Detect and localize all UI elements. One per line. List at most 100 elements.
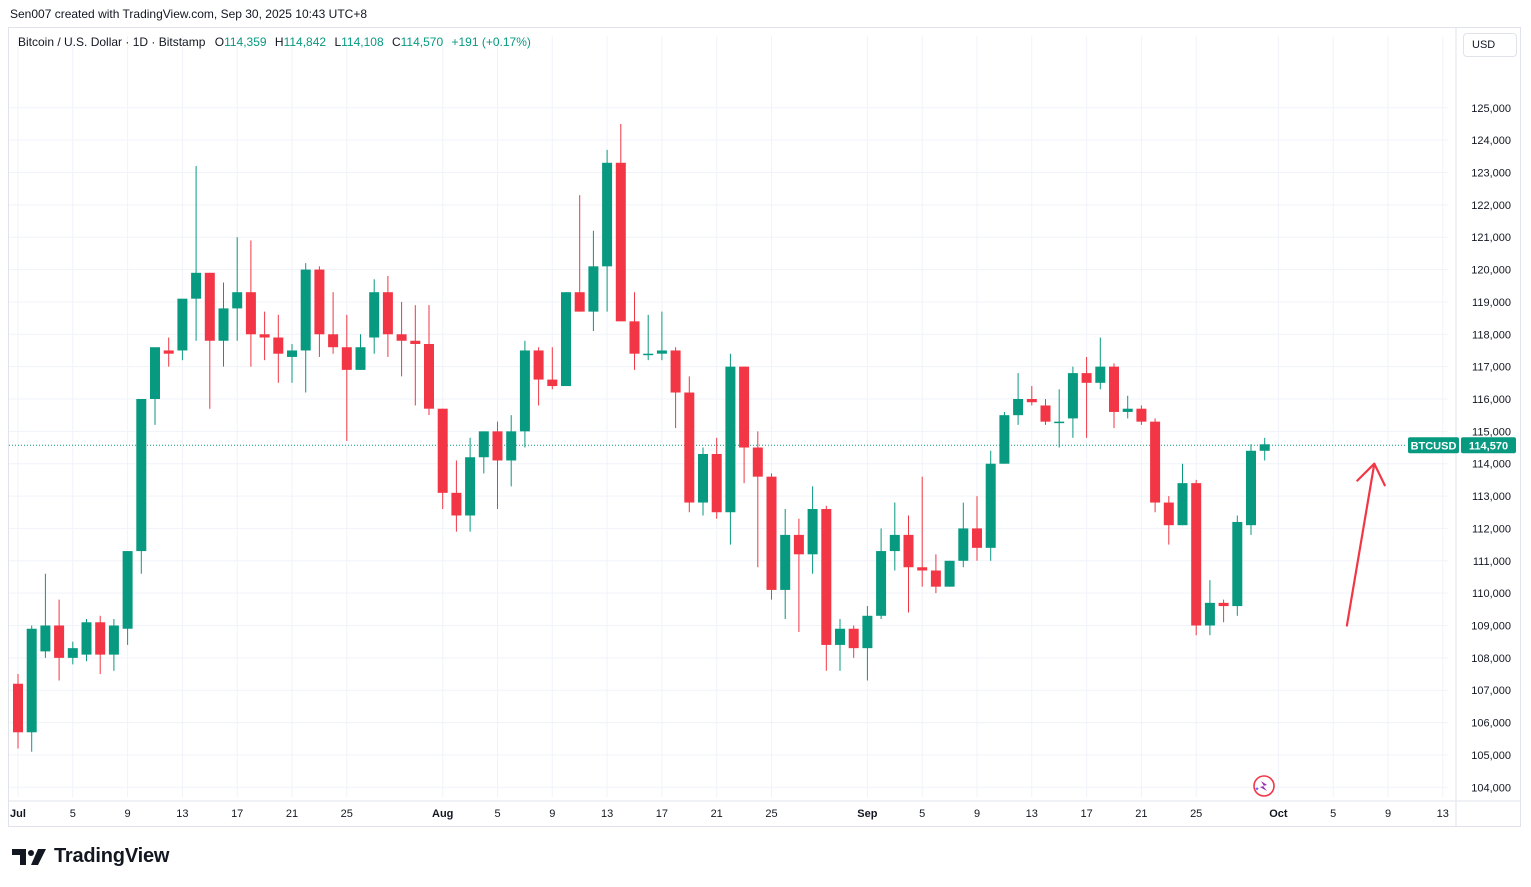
candle[interactable]	[1067, 366, 1078, 438]
candle[interactable]	[369, 279, 380, 354]
candle[interactable]	[328, 292, 339, 354]
candle[interactable]	[574, 195, 585, 312]
candle[interactable]	[259, 311, 270, 361]
candle[interactable]	[848, 625, 859, 658]
candle[interactable]	[725, 353, 736, 545]
candle[interactable]	[355, 334, 366, 370]
candle[interactable]	[643, 314, 654, 361]
candle[interactable]	[1122, 395, 1133, 419]
candle[interactable]	[972, 496, 982, 561]
candle[interactable]	[1232, 515, 1243, 616]
candle[interactable]	[1204, 580, 1215, 636]
candle[interactable]	[245, 240, 256, 367]
candle[interactable]	[218, 282, 229, 367]
candle[interactable]	[1109, 363, 1119, 429]
candle[interactable]	[1246, 444, 1256, 535]
candle[interactable]	[273, 314, 284, 383]
candle[interactable]	[81, 619, 92, 662]
candle[interactable]	[1040, 398, 1051, 425]
candle[interactable]	[1081, 356, 1092, 438]
time-axis[interactable]: Jul 5 9 13 17 21 25 Aug 5 9 13 17 21 25 Sep 5 9 13 17 21 25 O…	[9, 800, 1520, 820]
candle[interactable]	[1054, 389, 1065, 448]
candle[interactable]	[752, 431, 763, 568]
candle[interactable]	[122, 551, 133, 645]
candle[interactable]	[698, 447, 708, 516]
candle[interactable]	[1218, 599, 1229, 623]
candle[interactable]	[1163, 496, 1174, 545]
annotation-arrow[interactable]	[1345, 462, 1386, 627]
candle[interactable]	[177, 298, 188, 361]
candle[interactable]	[766, 473, 777, 600]
candle[interactable]	[656, 311, 667, 361]
candle[interactable]	[341, 314, 352, 442]
candle[interactable]	[314, 266, 325, 357]
candle[interactable]	[944, 560, 955, 587]
candle[interactable]	[917, 476, 928, 587]
candle[interactable]	[382, 276, 393, 357]
candle[interactable]	[739, 366, 750, 484]
candle[interactable]	[821, 505, 832, 671]
candle[interactable]	[437, 408, 448, 510]
candle[interactable]	[40, 573, 51, 658]
candle[interactable]	[191, 166, 202, 341]
candle[interactable]	[519, 340, 530, 448]
price-axis[interactable]: 104,000 105,000 106,000 107,000 108,000 109,0…	[1455, 28, 1511, 826]
candle[interactable]	[903, 515, 914, 613]
candle[interactable]	[561, 292, 571, 387]
candle[interactable]	[287, 343, 297, 383]
candle[interactable]	[780, 509, 791, 620]
candle[interactable]	[232, 237, 243, 341]
candle[interactable]	[150, 347, 160, 425]
candle[interactable]	[711, 437, 722, 519]
candle[interactable]	[985, 450, 996, 561]
candle[interactable]	[465, 437, 476, 532]
tradingview-logo[interactable]: TradingView	[12, 845, 169, 868]
candle[interactable]	[835, 619, 845, 671]
candle[interactable]	[1150, 418, 1161, 513]
candle[interactable]	[615, 123, 626, 322]
candle[interactable]	[396, 301, 407, 377]
candle[interactable]	[451, 460, 462, 532]
candle[interactable]	[26, 625, 37, 752]
candle[interactable]	[533, 347, 544, 406]
candle[interactable]	[410, 305, 421, 406]
candle[interactable]	[862, 606, 873, 681]
candle[interactable]	[793, 518, 804, 632]
candle[interactable]	[807, 486, 818, 574]
currency-button[interactable]: USD	[1463, 33, 1517, 57]
legend-symbol[interactable]: Bitcoin / U.S. Dollar · 1D · Bitstamp	[18, 35, 206, 49]
candle[interactable]	[108, 619, 119, 671]
candle[interactable]	[930, 554, 941, 594]
snapshot-icon[interactable]	[1253, 775, 1275, 797]
candle[interactable]	[492, 421, 503, 510]
candle[interactable]	[13, 674, 23, 749]
candle[interactable]	[67, 641, 78, 665]
candle[interactable]	[300, 263, 311, 393]
candle[interactable]	[876, 528, 887, 620]
candle[interactable]	[999, 411, 1010, 464]
candle[interactable]	[1136, 405, 1147, 425]
candle[interactable]	[1191, 479, 1202, 636]
candle[interactable]	[670, 347, 681, 429]
candle[interactable]	[54, 599, 65, 681]
candle[interactable]	[95, 615, 106, 675]
candle[interactable]	[602, 149, 613, 312]
candle[interactable]	[1177, 463, 1188, 526]
candle[interactable]	[478, 431, 489, 474]
candle[interactable]	[136, 398, 147, 574]
candle[interactable]	[547, 347, 558, 390]
candle[interactable]	[163, 337, 174, 367]
candle[interactable]	[588, 230, 599, 332]
candle[interactable]	[506, 415, 517, 487]
candle[interactable]	[1095, 337, 1106, 390]
candle[interactable]	[684, 376, 695, 513]
candle[interactable]	[958, 502, 969, 568]
candle[interactable]	[1259, 437, 1270, 461]
candle[interactable]	[1013, 373, 1024, 425]
candle[interactable]	[629, 292, 640, 370]
candle[interactable]	[1026, 386, 1037, 406]
candle[interactable]	[889, 502, 900, 571]
candle[interactable]	[424, 305, 434, 416]
candle[interactable]	[204, 272, 215, 409]
